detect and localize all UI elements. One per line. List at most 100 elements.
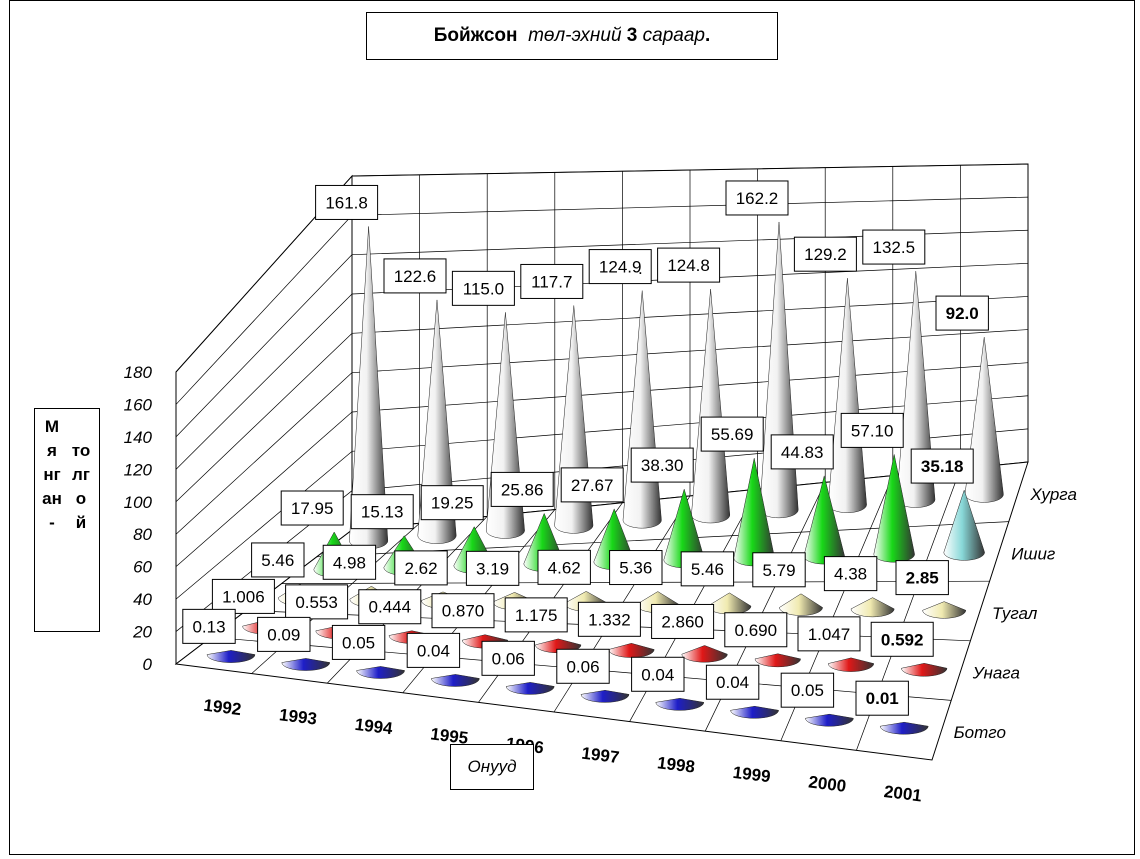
data-label: 1.047 [808, 625, 851, 644]
x-tick-label: 1993 [278, 705, 318, 728]
data-label: 0.04 [417, 641, 450, 660]
data-label: 1.332 [588, 610, 631, 629]
data-label: 25.86 [501, 480, 544, 499]
data-label-box [910, 448, 974, 484]
data-label: 0.553 [295, 593, 338, 612]
data-label: 5.79 [762, 561, 795, 580]
data-label-box [504, 597, 568, 633]
left-wall-gridline [175, 333, 353, 503]
data-label-box [560, 467, 624, 503]
x-tick-label: 1998 [656, 753, 696, 776]
cone-Унага [754, 653, 801, 668]
x-tick-label: 2000 [807, 772, 847, 795]
z-tick-label: 0 [143, 655, 153, 674]
y-axis-title-part-1: Мянган- [42, 417, 62, 532]
x-tick-label: 1999 [732, 763, 772, 786]
data-label: 132.5 [873, 238, 916, 257]
data-label: 0.444 [369, 598, 412, 617]
cone-Ботго [879, 721, 929, 735]
data-label-box [680, 551, 735, 587]
data-label-box [631, 656, 685, 692]
data-label-box [823, 556, 878, 592]
data-label: 3.19 [476, 559, 509, 578]
data-label: 115.0 [463, 279, 504, 298]
data-label-box [406, 632, 461, 668]
data-label: 0.04 [641, 665, 674, 684]
data-label: 27.67 [571, 476, 614, 495]
data-label: 0.870 [442, 602, 485, 621]
data-label: 17.95 [291, 499, 334, 518]
data-label-box [420, 485, 484, 521]
cone-Хурга [417, 299, 457, 544]
data-label: 0.04 [716, 673, 749, 692]
data-label: 44.83 [781, 443, 824, 462]
data-label-box [350, 494, 414, 530]
z-tick-label: 60 [133, 558, 152, 577]
left-wall-gridline [175, 293, 353, 470]
data-label-box [855, 680, 909, 716]
data-label: 2.62 [404, 559, 437, 578]
data-label: 5.46 [261, 551, 294, 570]
chart-title-part: төл-эхний [522, 25, 627, 46]
data-label-box [840, 412, 904, 448]
left-wall-gridline [175, 451, 353, 600]
data-label: 1.175 [515, 606, 558, 625]
data-label-box [705, 664, 760, 700]
data-label-box [870, 621, 934, 657]
left-wall-gridline [175, 215, 353, 405]
left-wall-gridline [175, 254, 353, 438]
left-wall-gridline [175, 372, 353, 535]
x-axis-title: Онууд [450, 744, 534, 790]
data-label: 0.01 [866, 689, 899, 708]
data-label: 2.860 [661, 612, 704, 631]
data-label: 0.09 [267, 625, 300, 644]
data-label-box [520, 263, 584, 299]
data-label-box [465, 550, 520, 586]
data-label: 162.2 [736, 189, 779, 208]
cone-Ботго [805, 713, 854, 727]
data-label-box [490, 471, 554, 507]
data-label-box [588, 249, 652, 285]
x-tick-label: 2001 [883, 782, 923, 805]
left-wall-gridline [175, 411, 353, 567]
cone-Ботго [281, 658, 331, 671]
stray-mark: . [638, 259, 643, 278]
cone-Ботго [730, 705, 779, 719]
cone-Унага [827, 657, 875, 672]
data-label-box [537, 549, 591, 585]
data-label-box [315, 184, 379, 220]
cone-Унага [901, 663, 948, 677]
data-label-box [322, 544, 377, 580]
series-name-label: Тугал [992, 604, 1038, 623]
data-label-box [609, 550, 663, 586]
data-label: 4.38 [834, 565, 867, 584]
data-label: 122.6 [394, 267, 437, 286]
data-label: 19.25 [431, 494, 474, 513]
data-label: 0.13 [192, 617, 225, 636]
data-label-box [935, 295, 989, 331]
data-label: 15.13 [361, 503, 404, 522]
data-label: 117.7 [531, 272, 572, 291]
z-tick-label: 20 [132, 623, 152, 642]
z-tick-label: 160 [124, 395, 153, 414]
cone-Хурга [691, 289, 731, 524]
data-label-box [780, 672, 835, 708]
data-label: 1.006 [222, 587, 265, 606]
data-label-box [577, 601, 641, 637]
data-label-box [257, 616, 311, 652]
cone-Ботго [356, 666, 405, 679]
chart-title-part: 3 [626, 25, 638, 46]
data-label: 161.8 [325, 193, 368, 212]
z-tick-label: 80 [133, 525, 152, 544]
chart-title: Бойжсон төл-эхний 3 сараар. [366, 12, 778, 60]
data-label: 5.46 [691, 560, 724, 579]
data-label-box [770, 434, 834, 470]
data-label: 35.18 [921, 457, 964, 476]
data-label-box [725, 180, 789, 216]
data-label: 0.06 [492, 649, 525, 668]
data-label-box [358, 589, 422, 625]
x-tick-label: 1994 [354, 715, 394, 739]
data-label-box [657, 247, 721, 283]
data-label: 0.690 [735, 621, 778, 640]
data-label-box [285, 584, 349, 620]
